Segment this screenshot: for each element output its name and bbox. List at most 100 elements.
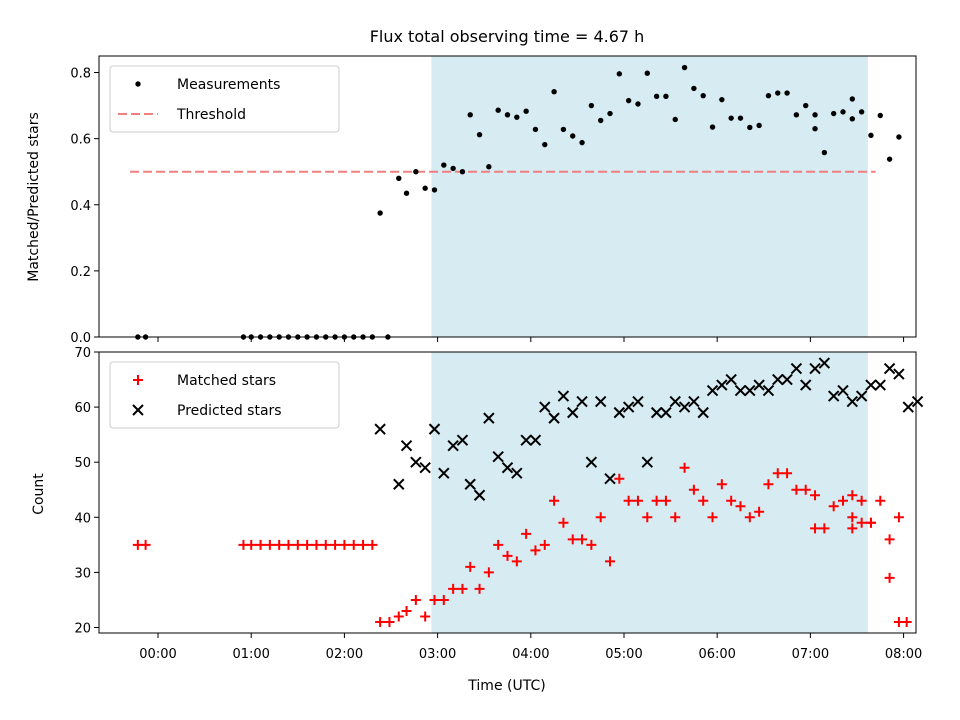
top-y-axis-label: Matched/Predicted stars <box>26 112 42 282</box>
data-point <box>585 456 598 468</box>
data-point <box>688 395 700 408</box>
data-point <box>650 406 663 419</box>
data-point <box>616 71 623 77</box>
data-point <box>728 115 734 121</box>
data-point <box>791 484 802 495</box>
data-point <box>567 406 579 419</box>
data-point <box>847 512 858 523</box>
y-tick-label: 0.2 <box>70 265 91 280</box>
data-point <box>725 373 737 386</box>
data-point <box>140 539 151 550</box>
data-point <box>790 362 803 375</box>
data-point <box>420 611 431 622</box>
data-point <box>893 368 905 380</box>
data-point <box>577 534 588 545</box>
data-point <box>670 512 681 523</box>
data-point <box>763 479 774 490</box>
data-point <box>809 362 821 375</box>
data-point <box>753 379 765 391</box>
data-point <box>495 107 501 113</box>
legend-key-dot <box>135 81 141 87</box>
data-point <box>539 401 551 413</box>
x-tick-label: 05:00 <box>605 647 642 662</box>
data-point <box>576 395 588 408</box>
data-point <box>669 395 681 408</box>
data-point <box>716 379 728 391</box>
data-point <box>604 473 616 485</box>
data-point <box>874 379 886 391</box>
data-point <box>558 517 569 528</box>
data-point <box>837 495 848 506</box>
data-point <box>320 539 331 550</box>
data-point <box>457 583 468 594</box>
data-point <box>812 126 818 132</box>
data-point <box>756 122 762 129</box>
data-point <box>520 434 532 446</box>
data-point <box>803 102 809 109</box>
data-point <box>884 572 895 583</box>
data-point <box>698 495 709 506</box>
data-point <box>625 97 632 104</box>
data-point <box>772 468 783 479</box>
data-point <box>868 132 874 139</box>
data-point <box>438 594 449 605</box>
data-point <box>893 512 904 523</box>
data-point <box>255 539 266 550</box>
data-point <box>744 384 756 397</box>
data-point <box>548 412 560 424</box>
data-point <box>883 362 896 375</box>
data-point <box>828 501 839 512</box>
data-point <box>875 495 886 506</box>
data-point <box>700 92 706 99</box>
data-point <box>800 379 812 391</box>
legend: Matched stars Predicted stars <box>109 361 340 429</box>
data-point <box>264 539 275 550</box>
data-point <box>474 583 485 594</box>
data-point <box>901 616 912 627</box>
data-point <box>532 126 539 133</box>
data-point <box>401 605 412 616</box>
data-point <box>422 185 428 191</box>
y-tick-label: 20 <box>74 621 91 636</box>
data-point <box>375 616 386 627</box>
data-point <box>588 102 595 109</box>
legend: Measurements Threshold <box>109 65 340 133</box>
data-point <box>557 390 570 402</box>
chart-title: Flux total observing time = 4.67 h <box>370 27 645 46</box>
bottom-y-axis-label: Count <box>31 473 47 515</box>
data-point <box>709 124 716 130</box>
data-point <box>765 92 772 99</box>
data-point <box>830 110 837 117</box>
y-tick-label: 0.4 <box>70 199 91 214</box>
data-point <box>734 384 747 397</box>
data-point <box>492 450 504 463</box>
data-point <box>486 164 492 170</box>
data-point <box>837 384 849 397</box>
data-point <box>511 467 523 479</box>
axes-frame <box>98 55 917 338</box>
data-point <box>782 468 793 479</box>
data-point <box>570 133 576 139</box>
data-point <box>441 162 447 168</box>
y-tick-label: 40 <box>74 511 91 526</box>
data-point <box>377 210 383 216</box>
data-point <box>448 583 459 594</box>
data-point <box>821 149 828 156</box>
data-point <box>644 70 650 76</box>
data-point <box>456 434 469 446</box>
data-point <box>465 561 476 572</box>
data-point <box>613 406 626 419</box>
data-point <box>594 395 607 408</box>
data-point <box>246 539 257 550</box>
x-tick-label: 03:00 <box>419 647 456 662</box>
data-point <box>428 423 441 435</box>
data-point <box>529 434 542 446</box>
data-point <box>896 134 902 140</box>
data-point <box>501 461 514 474</box>
data-point <box>502 550 513 561</box>
data-point <box>330 539 341 550</box>
data-point <box>539 539 550 550</box>
x-tick-label: 00:00 <box>139 647 176 662</box>
data-point <box>483 567 494 578</box>
data-point <box>586 539 597 550</box>
